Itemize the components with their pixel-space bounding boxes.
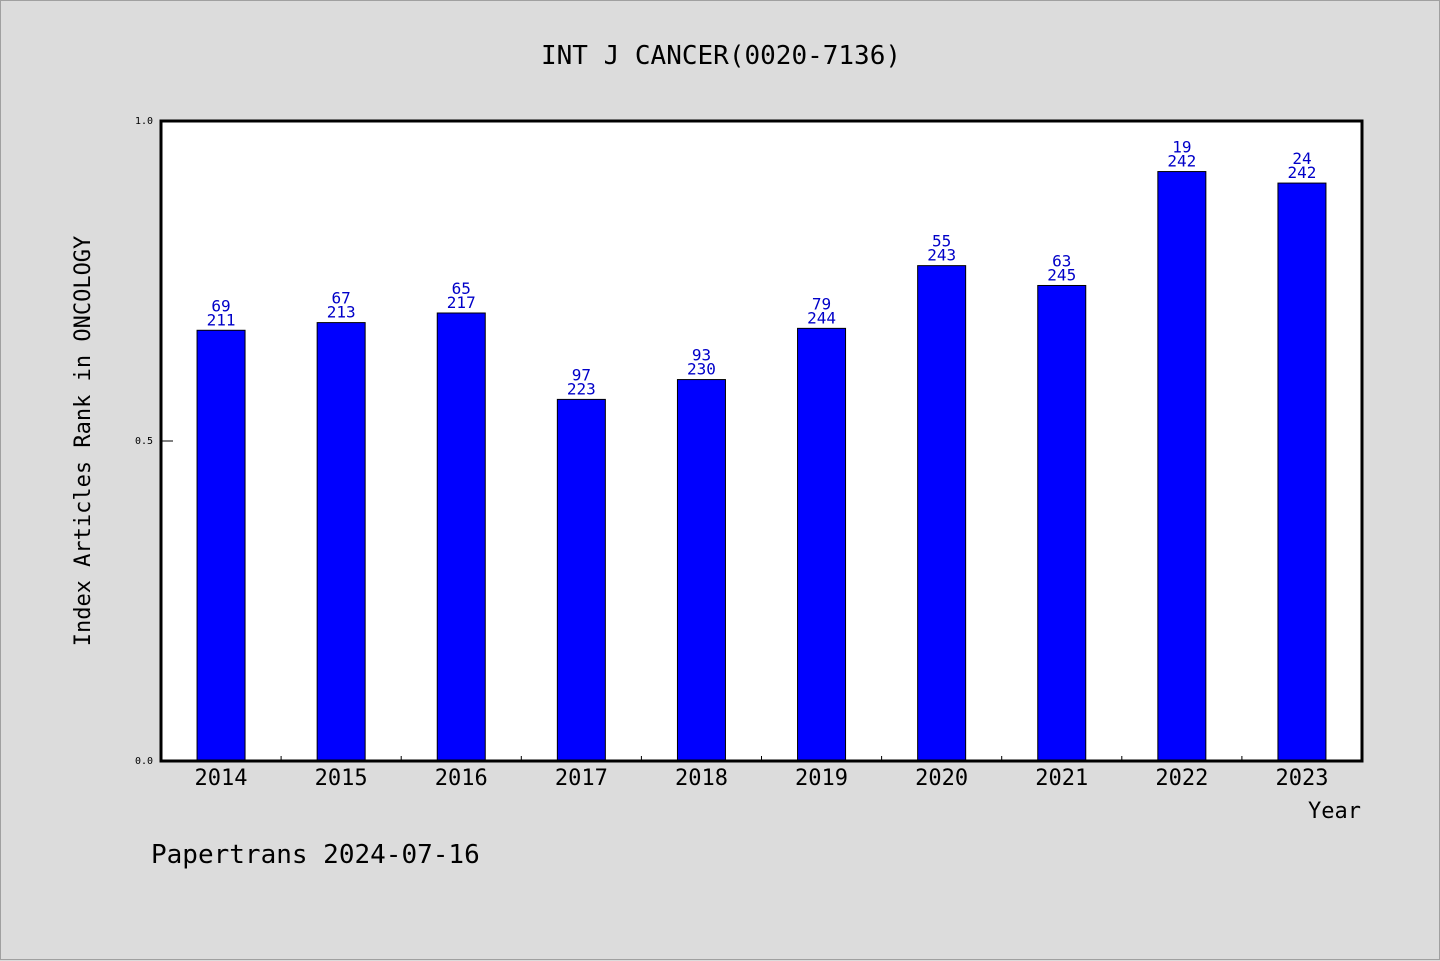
bar bbox=[1157, 171, 1207, 762]
data-label-total: 213 bbox=[327, 303, 356, 322]
x-tick-label: 2016 bbox=[435, 766, 488, 791]
y-tick-label: 1.0 bbox=[135, 116, 153, 127]
x-tick-label: 2019 bbox=[795, 766, 848, 791]
data-label-rank: 24 bbox=[1292, 149, 1311, 168]
data-label-rank: 65 bbox=[452, 279, 471, 298]
bar bbox=[196, 329, 246, 762]
data-label-rank: 93 bbox=[692, 346, 711, 365]
data-label-rank: 55 bbox=[932, 232, 951, 251]
bar bbox=[917, 265, 967, 762]
y-axis-label: Index Articles Rank in ONCOLOGY bbox=[71, 236, 96, 647]
x-axis-label: Year bbox=[1308, 799, 1361, 824]
x-tick-label: 2020 bbox=[915, 766, 968, 791]
bar bbox=[1277, 182, 1327, 762]
footer-text: Papertrans 2024-07-16 bbox=[151, 840, 480, 870]
x-tick-label: 2023 bbox=[1275, 766, 1328, 791]
bar bbox=[676, 379, 726, 762]
bar bbox=[436, 312, 486, 762]
data-label-total: 211 bbox=[207, 310, 236, 329]
data-label-total: 242 bbox=[1167, 152, 1196, 171]
chart-title: INT J CANCER(0020-7136) bbox=[541, 41, 901, 71]
x-tick-label: 2018 bbox=[675, 766, 728, 791]
bar bbox=[797, 327, 847, 762]
data-label-total: 242 bbox=[1287, 163, 1316, 182]
data-label-total: 244 bbox=[807, 308, 836, 327]
data-label-rank: 63 bbox=[1052, 251, 1071, 270]
y-tick-label: 0.0 bbox=[135, 756, 153, 767]
data-label-rank: 97 bbox=[572, 365, 591, 384]
x-tick-label: 2017 bbox=[555, 766, 608, 791]
plot-border bbox=[159, 119, 1364, 763]
y-tick-label: 0.5 bbox=[135, 436, 153, 447]
data-label-rank: 19 bbox=[1172, 138, 1191, 157]
data-label-rank: 79 bbox=[812, 294, 831, 313]
data-label-total: 230 bbox=[687, 360, 716, 379]
bars-layer bbox=[196, 171, 1327, 762]
x-tick-label: 2015 bbox=[315, 766, 368, 791]
x-tick-label: 2022 bbox=[1155, 766, 1208, 791]
data-label-total: 243 bbox=[927, 246, 956, 265]
bar bbox=[556, 398, 606, 762]
ticks-layer: 2014 2015 2016 2017 2018 2019 2020 2021 2022 2023… bbox=[135, 116, 1329, 791]
data-label-total: 217 bbox=[447, 293, 476, 312]
bar bbox=[1037, 284, 1087, 762]
x-tick-label: 2014 bbox=[195, 766, 248, 791]
data-label-total: 245 bbox=[1047, 265, 1076, 284]
data-label-rank: 67 bbox=[332, 289, 351, 308]
data-label-rank: 69 bbox=[211, 296, 230, 315]
bar bbox=[316, 322, 366, 762]
x-tick-label: 2021 bbox=[1035, 766, 1088, 791]
data-label-total: 223 bbox=[567, 379, 596, 398]
